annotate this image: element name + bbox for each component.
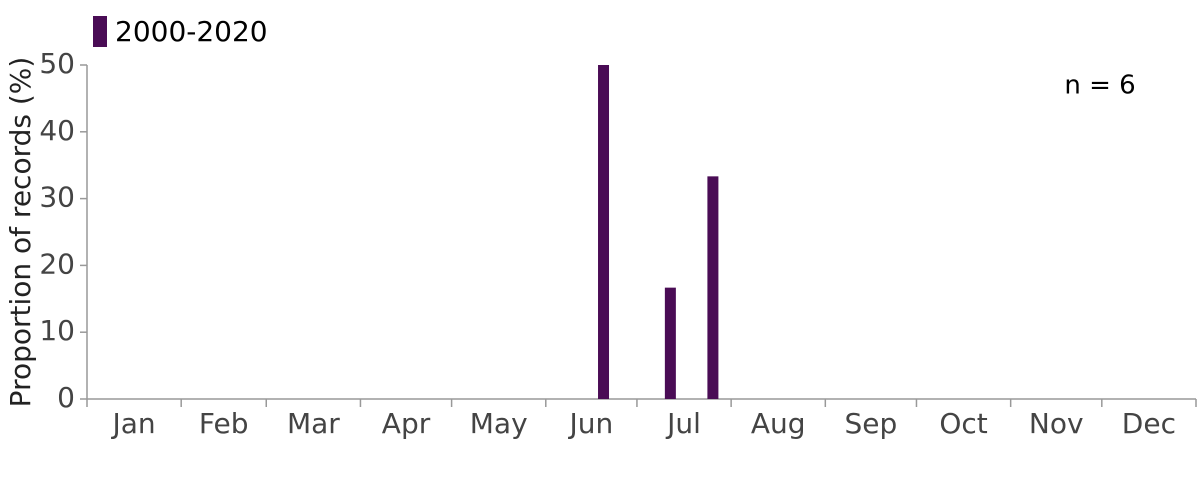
y-axis-label: Proportion of records (%)	[4, 57, 37, 408]
annotation: n = 6	[1064, 71, 1135, 101]
bar	[664, 287, 676, 399]
x-tick-label: Mar	[287, 407, 340, 440]
x-tick-label: Dec	[1122, 407, 1176, 440]
y-tick-label: 0	[57, 381, 75, 414]
x-tick-label: Aug	[751, 407, 806, 440]
bar	[707, 176, 719, 399]
bar	[598, 65, 610, 399]
y-tick-label: 50	[39, 47, 75, 80]
x-tick-label: Jan	[111, 407, 156, 440]
legend-label: 2000-2020	[115, 15, 268, 48]
y-tick-label: 40	[39, 114, 75, 147]
x-tick-label: Apr	[382, 407, 431, 440]
x-tick-label: Sep	[845, 407, 898, 440]
x-tick-label: Jul	[665, 407, 701, 440]
y-tick-label: 30	[39, 181, 75, 214]
x-tick-label: Feb	[199, 407, 249, 440]
x-tick-label: Jun	[567, 407, 613, 440]
legend-swatch	[93, 16, 107, 47]
x-tick-label: May	[470, 407, 528, 440]
x-tick-label: Nov	[1029, 407, 1084, 440]
y-tick-label: 10	[39, 314, 75, 347]
y-tick-label: 20	[39, 247, 75, 280]
x-tick-label: Oct	[939, 407, 987, 440]
